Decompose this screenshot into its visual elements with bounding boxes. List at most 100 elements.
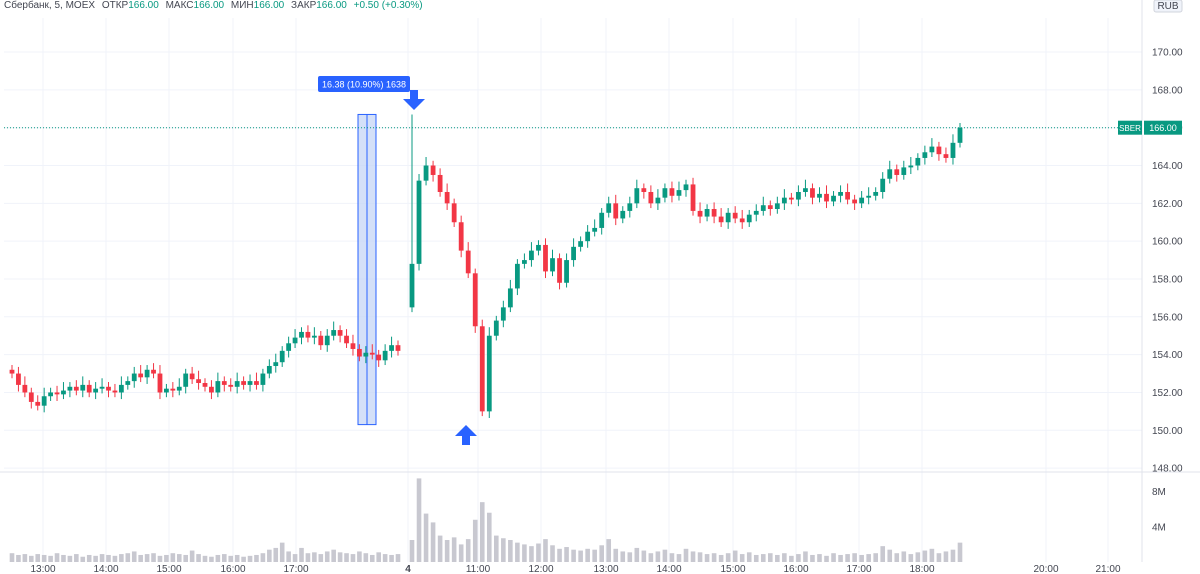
candle-body <box>465 250 471 274</box>
volume-bar <box>86 554 92 562</box>
volume-bar <box>571 549 576 562</box>
candle-body <box>28 392 34 402</box>
volume-bar <box>344 553 349 562</box>
candle-body <box>845 191 850 200</box>
volume-bar <box>241 556 246 562</box>
volume-bar <box>824 555 829 562</box>
volume-bar <box>305 553 311 562</box>
candle-body <box>838 191 843 196</box>
candle-body <box>16 373 21 385</box>
volume-bar <box>950 549 956 562</box>
candle-body <box>260 373 266 385</box>
candle-body <box>196 379 201 384</box>
volume-bar <box>228 555 234 562</box>
candle-body <box>606 203 612 213</box>
candle-body <box>669 188 675 196</box>
candle-body <box>732 212 738 219</box>
volume-bar <box>543 539 548 562</box>
last-price-tag: SBER 166.00 <box>1118 120 1182 135</box>
volume-bar <box>189 550 195 562</box>
candle-body <box>774 203 780 210</box>
price-tick-label: 156.00 <box>1152 312 1183 323</box>
candles <box>9 114 963 418</box>
currency-button[interactable]: RUB <box>1153 0 1183 13</box>
volume-bar <box>704 554 710 562</box>
candle-body <box>67 386 73 391</box>
volume-bar <box>746 552 752 562</box>
candle-body <box>376 354 382 361</box>
volume-bar <box>725 553 731 562</box>
candle-body <box>144 369 150 378</box>
candle-body <box>369 352 375 355</box>
candle-body <box>202 383 208 387</box>
candle-body <box>627 203 633 211</box>
volume-bar <box>222 554 227 562</box>
volume-bar <box>641 550 647 562</box>
volume-bar <box>67 555 73 562</box>
candle-body <box>292 337 298 344</box>
volume-bar <box>164 554 169 562</box>
price-axis: 170.00 168.00 166.00 164.00 162.00 160.00 158.… <box>1152 48 1183 475</box>
candle-body <box>395 345 401 351</box>
volume-bar <box>550 545 555 562</box>
candle-body <box>578 241 584 247</box>
candle-body <box>500 307 506 321</box>
volume-bar <box>196 554 201 562</box>
price-tick-label: 154.00 <box>1152 350 1183 361</box>
change-value: +0.50 (+0.30%) <box>354 0 423 11</box>
open-value: 166.00 <box>128 0 159 11</box>
volume-bar <box>775 554 780 562</box>
volume-bar <box>845 554 850 562</box>
measure-label: 16.38 (10.90%) 1638 <box>318 76 410 92</box>
candle-body <box>648 191 654 204</box>
volume-bar <box>522 544 527 562</box>
volume-bar <box>61 554 66 562</box>
volume-bar <box>894 553 900 562</box>
arrows <box>403 90 477 445</box>
volume-bar <box>395 554 401 562</box>
candle-body <box>725 212 731 223</box>
volume-bar <box>957 542 963 562</box>
high-value: 166.00 <box>194 0 225 11</box>
volume-bar <box>486 512 492 562</box>
volume-bar <box>803 551 808 562</box>
candle-body <box>170 388 176 391</box>
volume-bar <box>376 552 381 562</box>
grid-lines <box>4 0 1143 562</box>
candle-body <box>318 335 324 346</box>
volume-bar <box>106 554 111 562</box>
candle-body <box>266 365 272 374</box>
volume-bar <box>585 548 590 562</box>
price-tick-label: 158.00 <box>1152 274 1183 285</box>
volume-bar <box>690 551 696 562</box>
volume-bar <box>599 545 604 562</box>
volume-bar <box>437 535 443 562</box>
candle-body <box>943 154 949 158</box>
candle-body <box>9 369 15 374</box>
candle-body <box>164 388 169 393</box>
candle-body <box>157 373 163 393</box>
volume-bar <box>501 538 506 562</box>
volume-bar <box>915 552 921 562</box>
volume-bar <box>279 542 285 562</box>
price-tick-label: 160.00 <box>1152 237 1183 248</box>
volume-bar <box>655 551 661 562</box>
volume-bar <box>16 554 21 562</box>
candle-body <box>599 212 605 228</box>
volume-bar <box>508 540 513 562</box>
measure-label-text: 16.38 (10.90%) 1638 <box>322 80 406 90</box>
candle-body <box>176 386 182 391</box>
volume-bar <box>732 550 738 562</box>
volume-bar <box>131 551 137 562</box>
candle-body <box>824 193 829 202</box>
candle-body <box>634 188 640 204</box>
candle-body <box>690 184 696 211</box>
last-price-symbol: SBER <box>1119 124 1141 133</box>
candle-body <box>550 258 555 272</box>
volume-bar <box>151 553 156 562</box>
volume-bar <box>48 555 53 562</box>
candle-body <box>936 146 942 155</box>
volume-bar <box>363 553 369 562</box>
arrow-up-icon <box>455 425 477 445</box>
